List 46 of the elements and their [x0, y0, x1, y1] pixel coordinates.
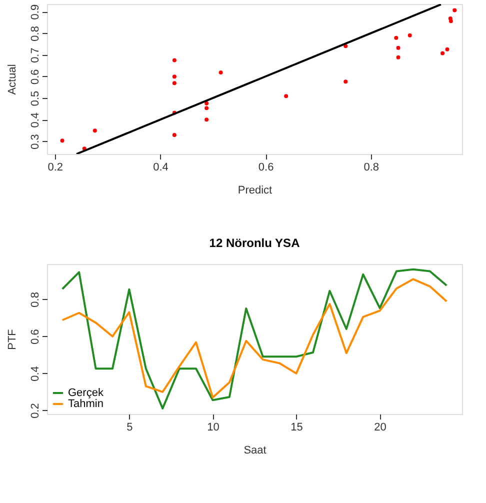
point — [172, 132, 176, 137]
y-tick-label: 0.3 — [30, 134, 42, 150]
point — [396, 46, 400, 50]
y-tick-label: 0.4 — [30, 112, 42, 128]
x-tick-label: 0.2 — [48, 162, 64, 174]
x-tick-label: 10 — [207, 422, 220, 434]
x-axis-title: Predict — [238, 184, 272, 196]
y-tick-label: 0.7 — [30, 48, 42, 63]
y-axis-title: Actual — [6, 64, 18, 95]
y-tick-label: 0.8 — [30, 292, 42, 308]
point — [344, 80, 348, 84]
point — [440, 51, 445, 56]
legend-label: Gerçek — [68, 387, 104, 399]
point — [448, 19, 453, 24]
x-tick-label: 15 — [290, 422, 303, 434]
y-tick-label: 0.6 — [30, 69, 42, 85]
y-tick-label: 0.9 — [30, 4, 42, 20]
x-tick-label: 0.4 — [153, 162, 168, 174]
point — [452, 8, 457, 12]
y-tick-label: 0.4 — [30, 366, 42, 382]
point — [408, 33, 412, 38]
x-tick-label: 5 — [126, 422, 133, 434]
y-axis-title: PTF — [6, 328, 18, 350]
point — [204, 106, 209, 110]
point — [445, 47, 450, 52]
point — [172, 58, 176, 62]
point — [92, 128, 97, 133]
x-tick-label: 20 — [374, 422, 386, 434]
point — [172, 74, 176, 79]
point — [394, 36, 398, 40]
chart-title: 12 Nöronlu YSA — [209, 236, 300, 250]
point — [218, 70, 223, 75]
point — [60, 138, 64, 143]
x-tick-label: 0.8 — [364, 162, 380, 174]
point — [204, 118, 209, 122]
legend-label: Tahmin — [68, 398, 104, 410]
y-tick-label: 0.2 — [30, 403, 42, 418]
point — [172, 81, 176, 86]
x-tick-label: 0.6 — [258, 162, 274, 174]
point — [204, 101, 209, 106]
point — [284, 94, 288, 98]
y-tick-label: 0.8 — [30, 26, 42, 42]
point — [396, 55, 400, 60]
y-tick-label: 0.6 — [30, 329, 42, 344]
y-tick-label: 0.5 — [30, 90, 42, 106]
x-axis-title: Saat — [244, 444, 266, 456]
